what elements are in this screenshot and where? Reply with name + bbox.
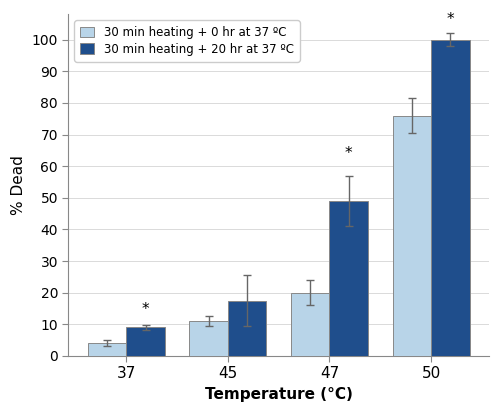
Text: *: *: [345, 146, 352, 161]
Y-axis label: % Dead: % Dead: [11, 155, 26, 215]
Bar: [330, 201, 368, 356]
Bar: [431, 40, 470, 356]
Bar: [228, 301, 266, 356]
Bar: [189, 321, 228, 356]
Legend: 30 min heating + 0 hr at 37 ºC, 30 min heating + 20 hr at 37 ºC: 30 min heating + 0 hr at 37 ºC, 30 min h…: [74, 20, 300, 62]
Bar: [392, 116, 431, 356]
Text: *: *: [142, 302, 150, 317]
Text: *: *: [446, 12, 454, 27]
Bar: [126, 328, 165, 356]
Bar: [291, 293, 330, 356]
Bar: [88, 343, 126, 356]
X-axis label: Temperature (°C): Temperature (°C): [204, 387, 352, 402]
